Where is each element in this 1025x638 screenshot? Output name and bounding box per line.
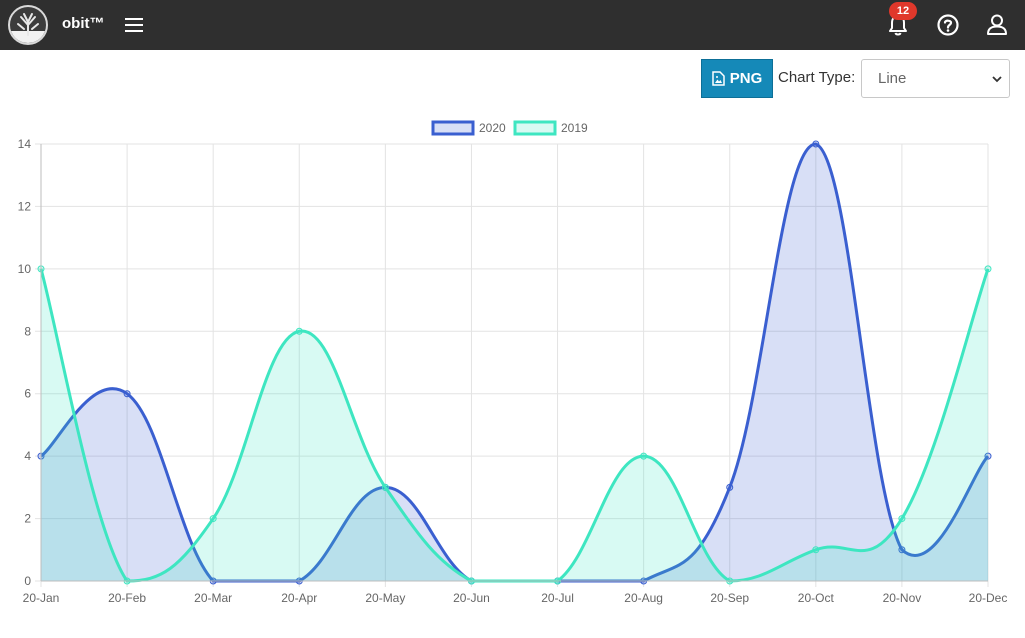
- series-2020: [37, 140, 992, 585]
- x-tick-label: 20-Mar: [194, 591, 232, 605]
- x-tick-label: 20-Nov: [883, 591, 922, 605]
- x-tick-label: 20-Oct: [798, 591, 835, 605]
- y-tick-label: 8: [24, 324, 31, 338]
- data-point-2019-20-Dec[interactable]: [984, 265, 992, 273]
- data-point-2019-20-Nov[interactable]: [898, 515, 906, 523]
- y-tick-label: 0: [24, 574, 31, 588]
- y-tick-label: 10: [18, 262, 32, 276]
- legend-swatch: [513, 120, 557, 136]
- file-image-icon: [711, 71, 725, 86]
- x-tick-label: 20-Sep: [710, 591, 749, 605]
- tree-logo-icon[interactable]: [8, 5, 48, 45]
- menu-icon[interactable]: [122, 13, 146, 37]
- x-tick-label: 20-Feb: [108, 591, 146, 605]
- line-chart: 0 2 4 6 8 10 12 14 20-Jan 20-Feb 20-Mar 20-Apr 20-Ma…: [18, 120, 1008, 605]
- chart-toolbar: PNG Chart Type: Line: [0, 50, 1025, 106]
- y-tick-label: 12: [18, 199, 32, 213]
- series-2019-area: [41, 268, 988, 581]
- series-2020-area: [41, 144, 988, 581]
- user-icon[interactable]: [983, 11, 1011, 39]
- y-tick-label: 6: [24, 387, 31, 401]
- legend-label: 2020: [479, 121, 506, 135]
- legend-label: 2019: [561, 121, 588, 135]
- chart-type-label: Chart Type:: [778, 69, 856, 86]
- chart-type-value: Line: [878, 70, 907, 87]
- y-tick-label: 14: [18, 137, 32, 151]
- notification-badge: 12: [889, 2, 917, 20]
- data-point-2019-20-Apr[interactable]: [295, 327, 303, 335]
- data-point-2019-20-Mar[interactable]: [209, 515, 217, 523]
- chevron-down-icon: [992, 76, 1002, 83]
- data-point-2020-20-Dec[interactable]: [984, 452, 992, 460]
- data-point-2019-20-Aug[interactable]: [640, 452, 648, 460]
- legend-item-2019[interactable]: 2019: [513, 120, 588, 136]
- export-png-label: PNG: [729, 70, 763, 87]
- y-tick-label: 2: [24, 512, 31, 526]
- data-point-2020-20-Sep[interactable]: [726, 483, 734, 491]
- x-tick-label: 20-May: [365, 591, 405, 605]
- x-tick-label: 20-Jul: [541, 591, 574, 605]
- data-point-2019-20-Oct[interactable]: [812, 546, 820, 554]
- top-navbar: obit™ 12: [0, 0, 1025, 50]
- brand-name[interactable]: obit™: [62, 15, 105, 32]
- data-point-2019-20-May[interactable]: [381, 483, 389, 491]
- data-point-2020-20-Nov[interactable]: [898, 546, 906, 554]
- x-tick-label: 20-Jan: [23, 591, 60, 605]
- data-point-2020-20-Feb[interactable]: [123, 390, 131, 398]
- legend-swatch: [431, 120, 475, 136]
- y-tick-label: 4: [24, 449, 31, 463]
- x-tick-label: 20-Jun: [453, 591, 490, 605]
- help-icon[interactable]: [934, 11, 962, 39]
- x-tick-label: 20-Dec: [969, 591, 1008, 605]
- data-point-2020-20-Oct[interactable]: [812, 140, 820, 148]
- chart-type-select[interactable]: Line: [861, 59, 1010, 98]
- x-tick-label: 20-Aug: [624, 591, 663, 605]
- export-png-button[interactable]: PNG: [701, 59, 773, 98]
- legend-item-2020[interactable]: 2020: [431, 120, 506, 136]
- x-tick-label: 20-Apr: [281, 591, 317, 605]
